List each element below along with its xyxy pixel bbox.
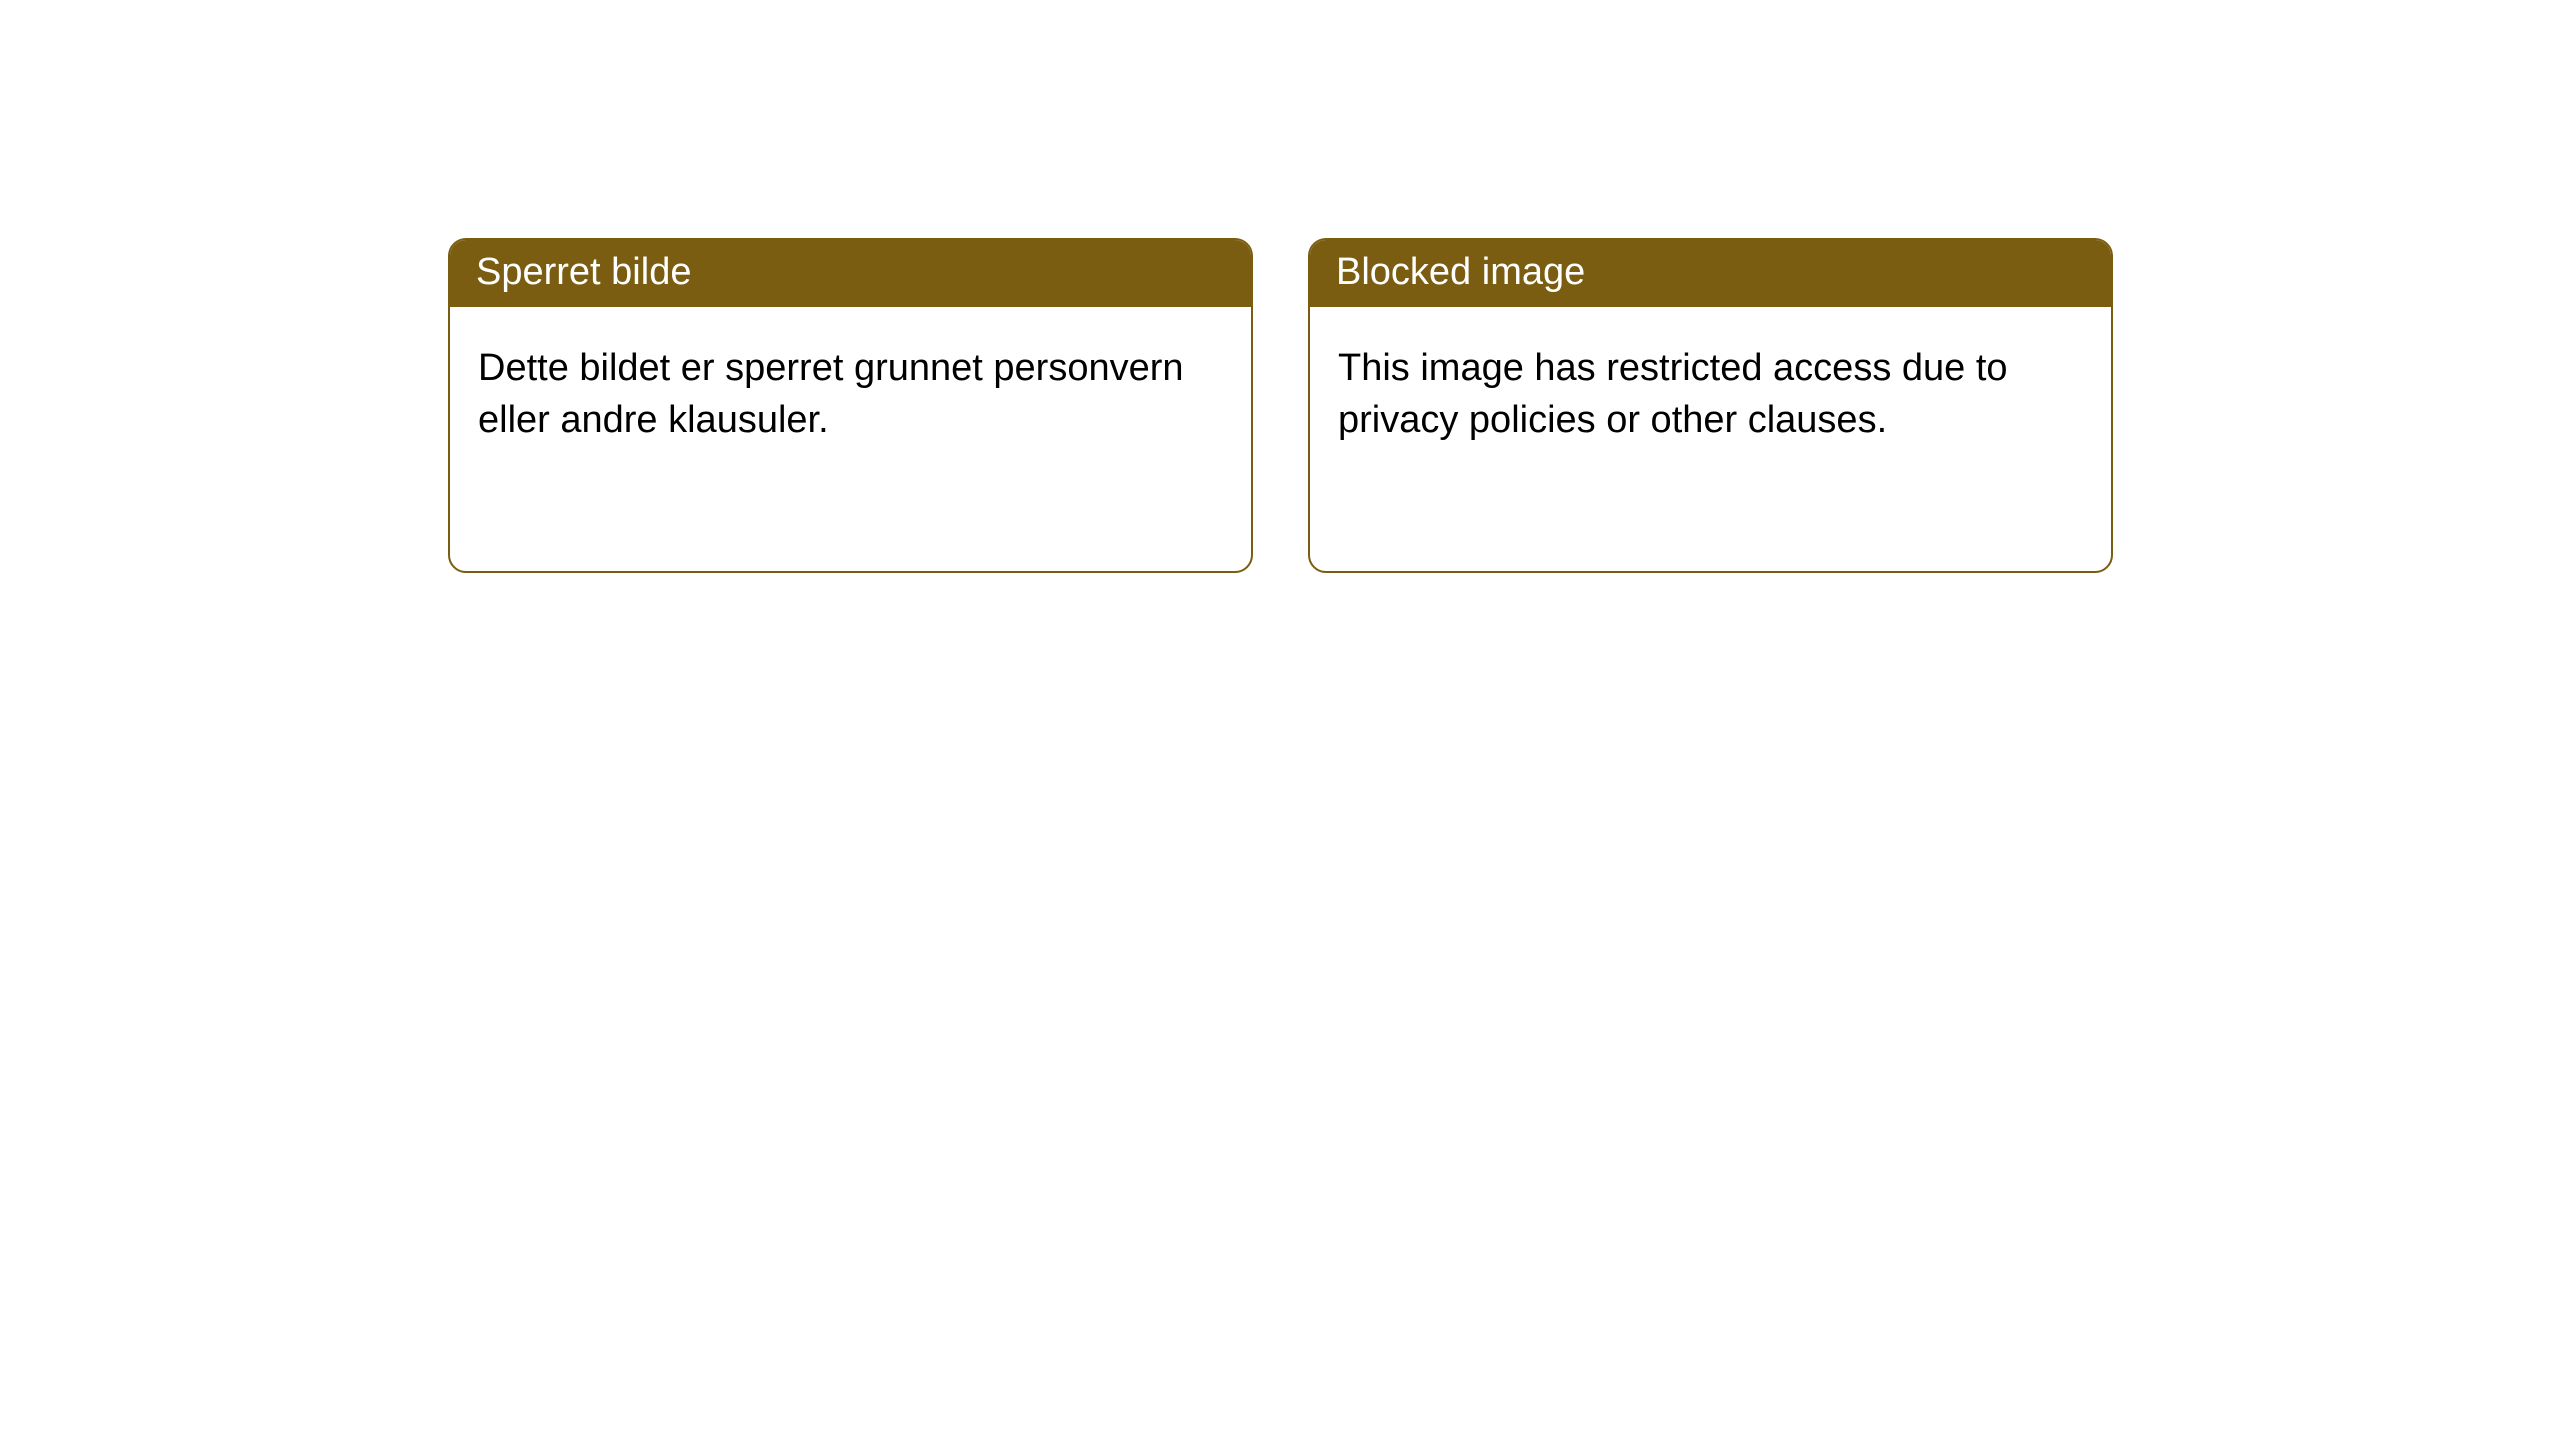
card-message: This image has restricted access due to …	[1338, 347, 2008, 440]
card-body: Dette bildet er sperret grunnet personve…	[450, 307, 1251, 482]
card-header: Sperret bilde	[450, 240, 1251, 307]
notice-container: Sperret bilde Dette bildet er sperret gr…	[0, 0, 2560, 573]
card-header: Blocked image	[1310, 240, 2111, 307]
card-message: Dette bildet er sperret grunnet personve…	[478, 347, 1184, 440]
card-title: Blocked image	[1336, 251, 1585, 293]
card-title: Sperret bilde	[476, 251, 691, 293]
notice-card-english: Blocked image This image has restricted …	[1308, 238, 2113, 573]
card-body: This image has restricted access due to …	[1310, 307, 2111, 482]
notice-card-norwegian: Sperret bilde Dette bildet er sperret gr…	[448, 238, 1253, 573]
